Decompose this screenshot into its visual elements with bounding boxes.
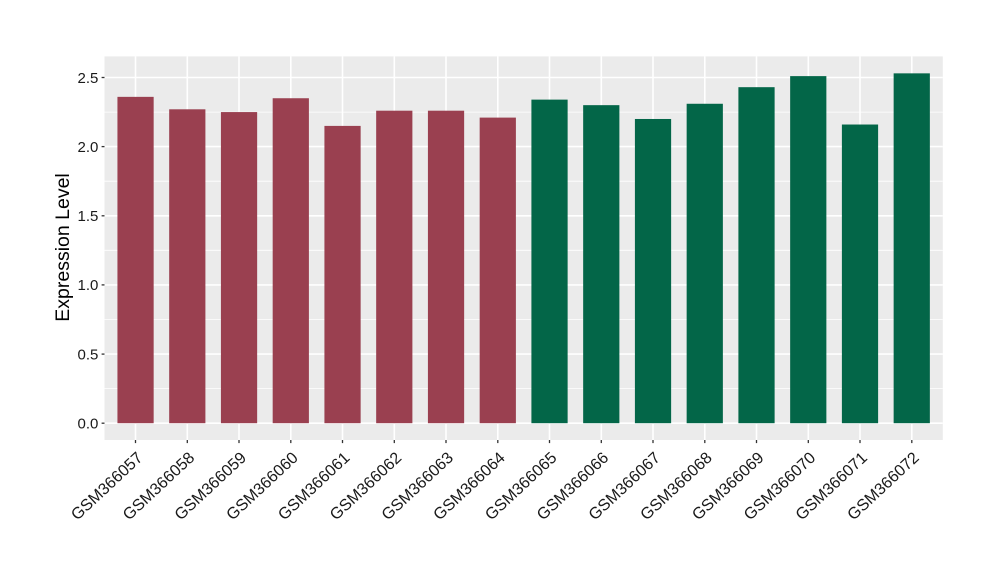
svg-text:0.0: 0.0 [78, 416, 99, 433]
svg-text:2.5: 2.5 [78, 70, 99, 87]
svg-text:1.5: 1.5 [78, 208, 99, 225]
svg-text:2.0: 2.0 [78, 139, 99, 156]
svg-text:1.0: 1.0 [78, 277, 99, 294]
svg-text:0.5: 0.5 [78, 346, 99, 363]
svg-text:Expression Level: Expression Level [52, 173, 74, 322]
